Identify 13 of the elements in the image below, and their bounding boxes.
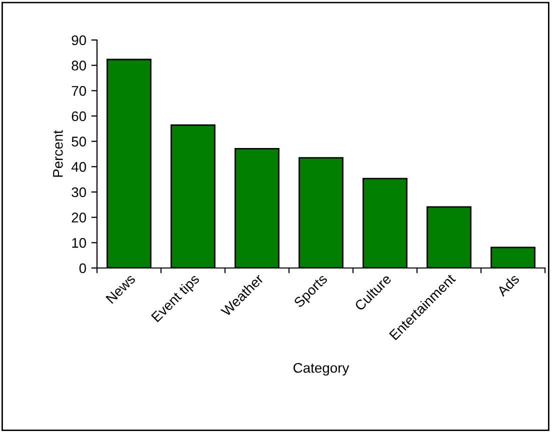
y-tick-label: 0 [79,263,86,274]
y-tick-label: 40 [71,162,86,172]
y-tick-label: 90 [72,35,86,46]
y-axis-title: Percent [53,130,63,177]
y-tick-label: 50 [72,136,86,147]
y-tick-label: 60 [72,111,86,122]
y-tick-label: 70 [72,86,86,96]
x-axis-title: Category [294,362,350,376]
y-tick-label: 10 [72,238,86,248]
y-tick-label: 30 [72,187,86,198]
y-tick-label: 20 [72,212,86,223]
x-tick-label: Ads [496,273,520,297]
y-tick-label: 80 [72,60,86,71]
